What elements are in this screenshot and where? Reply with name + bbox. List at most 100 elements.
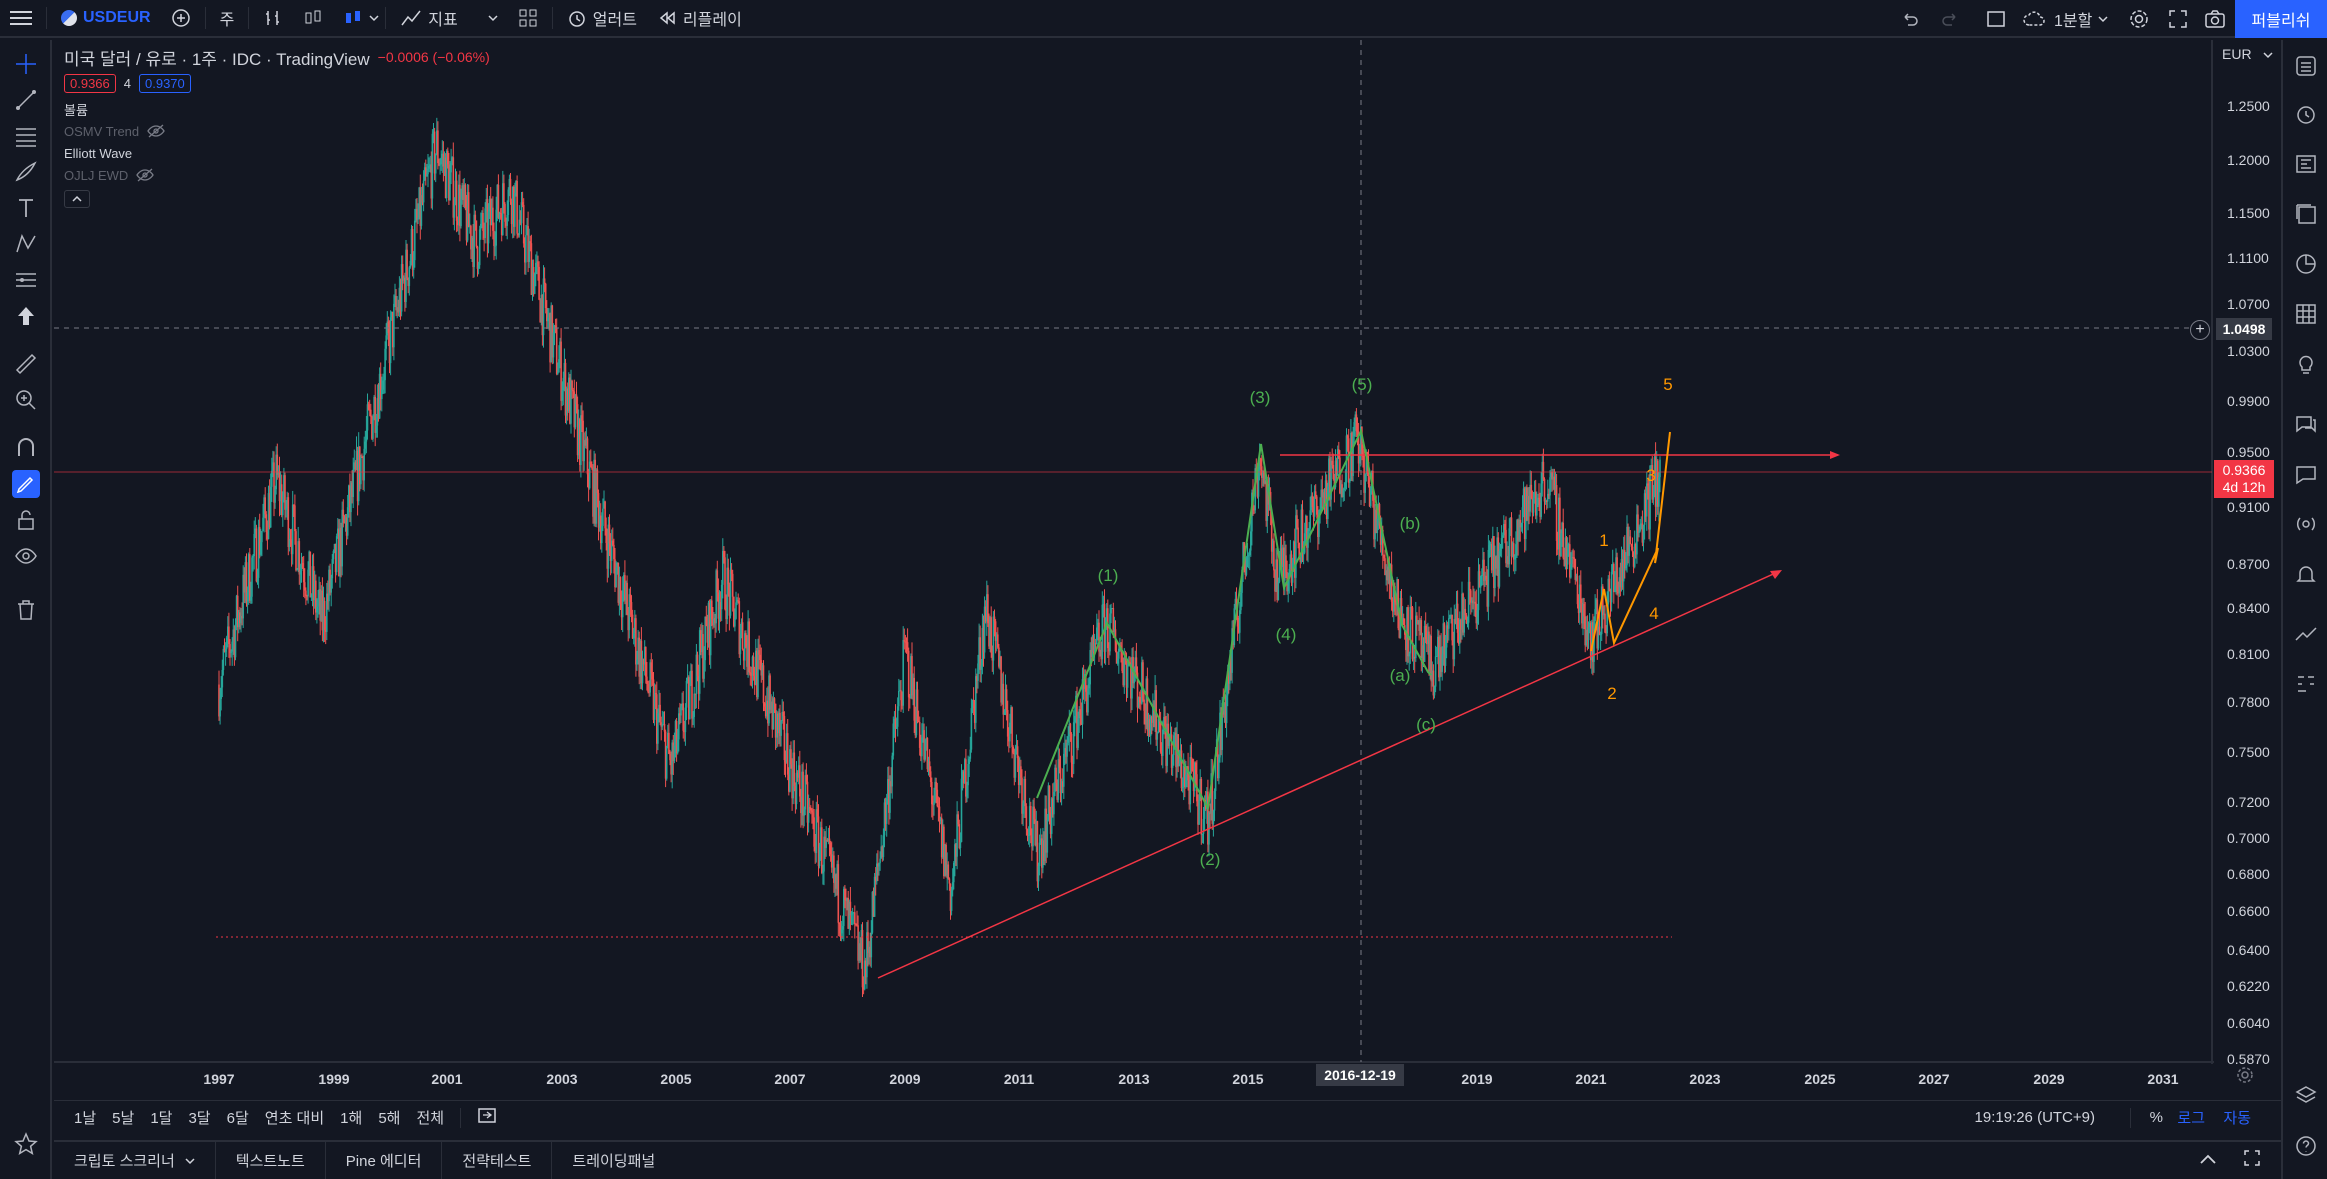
trendline-tool[interactable]: [12, 86, 40, 114]
percent-toggle[interactable]: %: [2149, 1109, 2163, 1126]
trading-button[interactable]: [2292, 620, 2320, 648]
indicator-volume[interactable]: 볼륨: [64, 102, 88, 118]
wave-label-green[interactable]: (3): [1249, 388, 1271, 407]
tab-text-notes[interactable]: 텍스트노트: [216, 1141, 326, 1179]
tab-strategy-tester[interactable]: 전략테스트: [442, 1141, 553, 1179]
price-axis[interactable]: [2214, 40, 2281, 1064]
redo-button[interactable]: [1940, 0, 1960, 38]
maximize-panel-button[interactable]: [2243, 1149, 2261, 1172]
prediction-tool[interactable]: [12, 266, 40, 294]
add-alert-icon[interactable]: +: [2190, 320, 2210, 340]
wave-label-green[interactable]: (1): [1097, 566, 1119, 585]
wave-label-orange[interactable]: 5: [1663, 375, 1673, 394]
chart-settings-button[interactable]: [2236, 1066, 2254, 1084]
undo-button[interactable]: [1900, 0, 1920, 38]
news-button[interactable]: [2292, 150, 2320, 178]
zoom-tool[interactable]: [12, 386, 40, 414]
range-button[interactable]: 전체: [416, 1110, 445, 1127]
indicator-osmv[interactable]: OSMV Trend: [64, 123, 140, 139]
tab-crypto-screener[interactable]: 크립토 스크리너: [54, 1141, 216, 1179]
ideas-button[interactable]: [2292, 350, 2320, 378]
alert-button[interactable]: 얼러트: [557, 0, 647, 37]
indicator-ojlj[interactable]: OJLJ EWD: [64, 167, 129, 183]
lock-tool[interactable]: [12, 506, 40, 534]
screenshot-button[interactable]: [2204, 0, 2226, 38]
layout-button[interactable]: 1분할: [2022, 0, 2108, 38]
alerts-button[interactable]: [2292, 100, 2320, 128]
wave-label-orange[interactable]: 4: [1649, 604, 1659, 623]
fib-tool[interactable]: [12, 122, 40, 150]
messages-button[interactable]: [2292, 460, 2320, 488]
range-button[interactable]: 5해: [378, 1110, 401, 1127]
range-button[interactable]: 1날: [74, 1110, 97, 1127]
range-button[interactable]: 1달: [150, 1110, 173, 1127]
calendar-button[interactable]: [2292, 250, 2320, 278]
eye-off-icon[interactable]: [136, 168, 155, 182]
wave-label-green[interactable]: (5): [1351, 375, 1373, 394]
wave-label-green[interactable]: (2): [1199, 850, 1221, 869]
arrow-tool[interactable]: [12, 302, 40, 330]
bar-type-button[interactable]: [253, 0, 293, 37]
wave-label-orange[interactable]: 3: [1646, 466, 1656, 485]
wave-label-green[interactable]: (a): [1389, 666, 1411, 685]
wave-label-orange[interactable]: 2: [1607, 684, 1617, 703]
magnet-tool[interactable]: [12, 434, 40, 462]
eye-off-icon[interactable]: [147, 124, 165, 138]
indicators-button[interactable]: 지표: [390, 0, 507, 37]
wave-label-orange[interactable]: 1: [1599, 531, 1609, 550]
pattern-tool[interactable]: [12, 230, 40, 258]
tab-pine-editor[interactable]: Pine 에디터: [326, 1141, 443, 1179]
wave-label-green[interactable]: (c): [1416, 715, 1436, 734]
text-tool[interactable]: [12, 194, 40, 222]
settings-button[interactable]: [2128, 0, 2150, 38]
layout-select-button[interactable]: [1986, 0, 2006, 38]
brush-tool[interactable]: [12, 158, 40, 186]
wave-label-green[interactable]: (b): [1399, 514, 1421, 533]
delete-tool[interactable]: [12, 596, 40, 624]
templates-button[interactable]: [508, 0, 548, 37]
watchlist-button[interactable]: [2292, 52, 2320, 80]
crosshair-tool[interactable]: [12, 50, 40, 78]
measure-tool[interactable]: [12, 350, 40, 378]
chart-pane[interactable]: [54, 40, 2214, 1064]
help-button[interactable]: [2292, 1132, 2320, 1160]
log-toggle[interactable]: 로그: [2177, 1110, 2205, 1127]
notifications-button[interactable]: [2292, 560, 2320, 588]
range-button[interactable]: 연초 대비: [264, 1110, 325, 1127]
chat-button[interactable]: [2292, 410, 2320, 438]
tab-trading-panel[interactable]: 트레이딩패널: [572, 1153, 656, 1170]
menu-button[interactable]: [0, 0, 42, 37]
clock[interactable]: 19:19:26 (UTC+9): [1974, 1109, 2095, 1126]
range-button[interactable]: 3달: [188, 1110, 211, 1127]
chart-style-button[interactable]: [333, 0, 381, 37]
dom-button[interactable]: [2292, 670, 2320, 698]
compare-button[interactable]: [161, 0, 201, 37]
currency-label[interactable]: EUR: [2222, 46, 2273, 62]
wave-label-green[interactable]: (4): [1275, 625, 1297, 644]
buy-price[interactable]: 0.9370: [139, 73, 191, 93]
indicator-elliott[interactable]: Elliott Wave: [64, 145, 133, 161]
fullscreen-button[interactable]: [2168, 0, 2188, 38]
price-chart[interactable]: [54, 40, 2214, 1064]
sell-price[interactable]: 0.9366: [64, 73, 116, 93]
layers-button[interactable]: [2292, 1082, 2320, 1110]
symbol-search[interactable]: USDEUR: [51, 0, 161, 37]
candles-button[interactable]: [293, 0, 333, 37]
interval-button[interactable]: 주: [210, 0, 245, 37]
heatmap-button[interactable]: [2292, 300, 2320, 328]
streams-button[interactable]: [2292, 510, 2320, 538]
goto-date-button[interactable]: [469, 1106, 505, 1129]
auto-toggle[interactable]: 자동: [2223, 1110, 2251, 1127]
range-button[interactable]: 6달: [226, 1110, 249, 1127]
stay-in-drawing-mode[interactable]: [12, 470, 40, 498]
collapse-legend-button[interactable]: [64, 190, 90, 208]
replay-button[interactable]: 리플레이: [647, 0, 752, 37]
collapse-panel-button[interactable]: [2199, 1152, 2217, 1170]
symbol-title[interactable]: 미국 달러 / 유로 · 1주 · IDC · TradingView: [64, 49, 370, 69]
favorites-tool[interactable]: [12, 1130, 40, 1158]
range-button[interactable]: 5날: [112, 1110, 135, 1127]
screener-button[interactable]: [2292, 200, 2320, 228]
publish-button[interactable]: 퍼블리쉬: [2235, 0, 2327, 38]
hide-tool[interactable]: [12, 542, 40, 570]
range-button[interactable]: 1해: [340, 1110, 363, 1127]
